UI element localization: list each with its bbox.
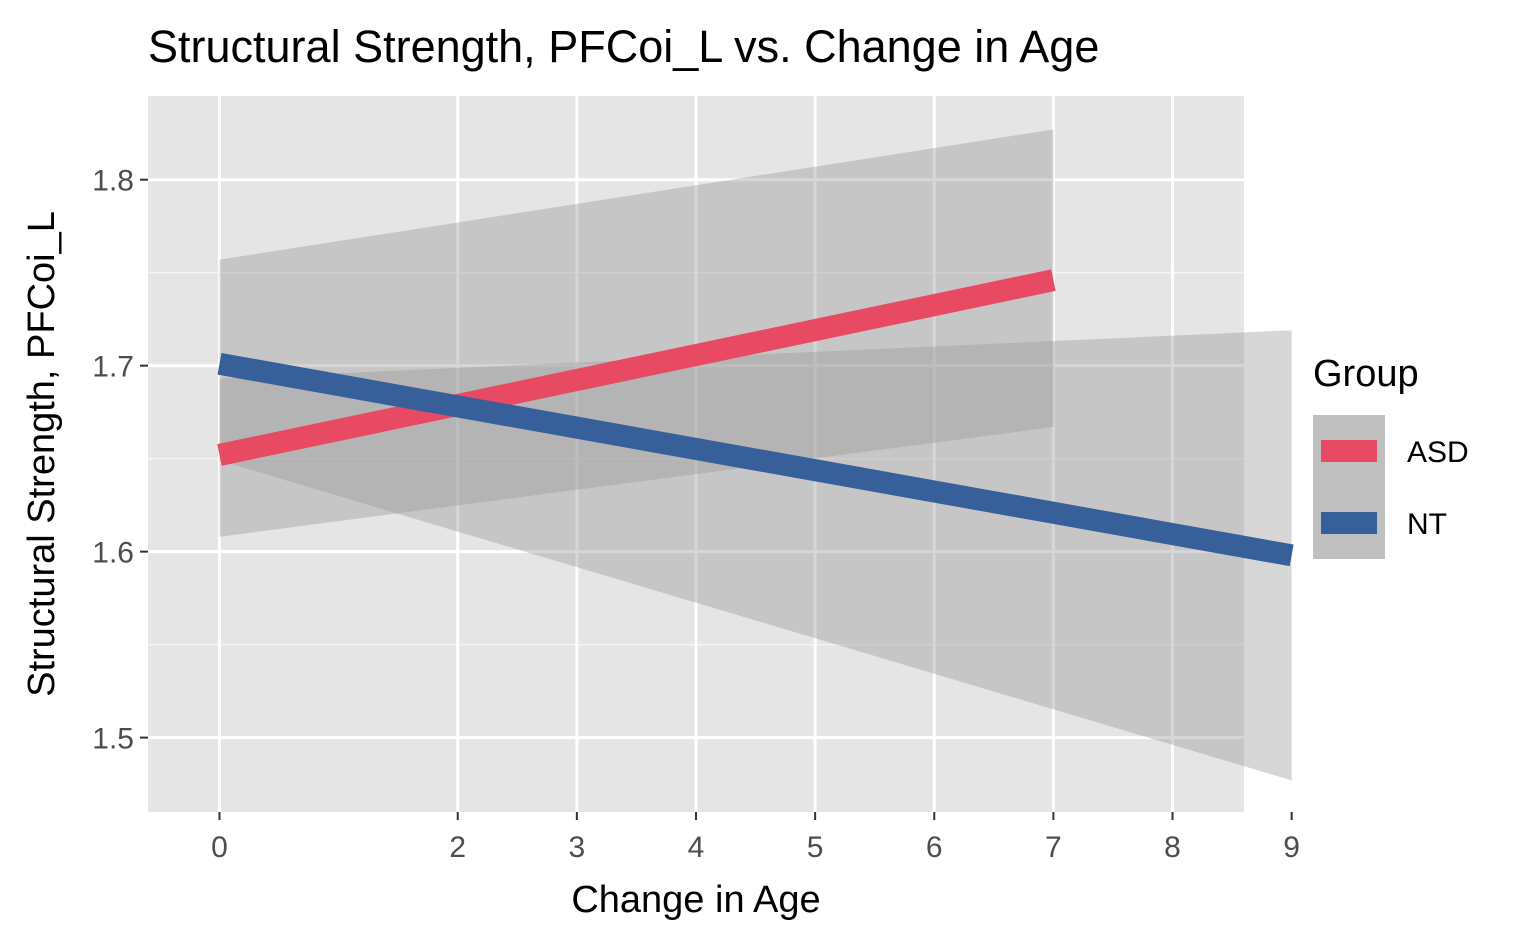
chart-title: Structural Strength, PFCoi_L vs. Change … [148,21,1099,72]
series-line-asd [217,269,1056,466]
x-tick-label: 7 [1045,831,1062,864]
x-axis: 0 2 3 4 5 6 7 8 9 [211,812,1300,864]
y-tick-label: 1.5 [92,723,134,756]
y-tick-label: 1.8 [92,165,134,198]
y-axis: 1.5 1.6 1.7 1.8 [92,165,148,756]
x-axis-label: Change in Age [571,879,820,921]
x-tick-label: 9 [1283,831,1300,864]
x-tick-label: 2 [449,831,466,864]
y-axis-label: Structural Strength, PFCoi_L [21,211,63,697]
x-tick-label: 5 [807,831,824,864]
legend-label-nt: NT [1407,508,1447,541]
x-tick-label: 3 [569,831,586,864]
legend-label-asd: ASD [1407,436,1469,469]
legend-title: Group [1313,353,1419,395]
series-lines [217,269,1294,567]
ci-ribbon-asd [219,129,1054,537]
series-line-nt [217,352,1294,567]
legend-key-swatch-nt [1321,512,1377,534]
x-tick-label: 8 [1164,831,1181,864]
legend-key-swatch-asd [1321,440,1377,462]
x-tick-label: 0 [211,831,228,864]
legend: Group ASD NT [1313,353,1469,559]
y-tick-label: 1.7 [92,351,134,384]
ci-ribbon-nt [219,330,1292,781]
legend-keys: ASD NT [1313,415,1469,559]
y-tick-label: 1.6 [92,537,134,570]
x-tick-label: 4 [688,831,705,864]
x-tick-label: 6 [926,831,943,864]
confidence-ribbons [219,129,1292,781]
